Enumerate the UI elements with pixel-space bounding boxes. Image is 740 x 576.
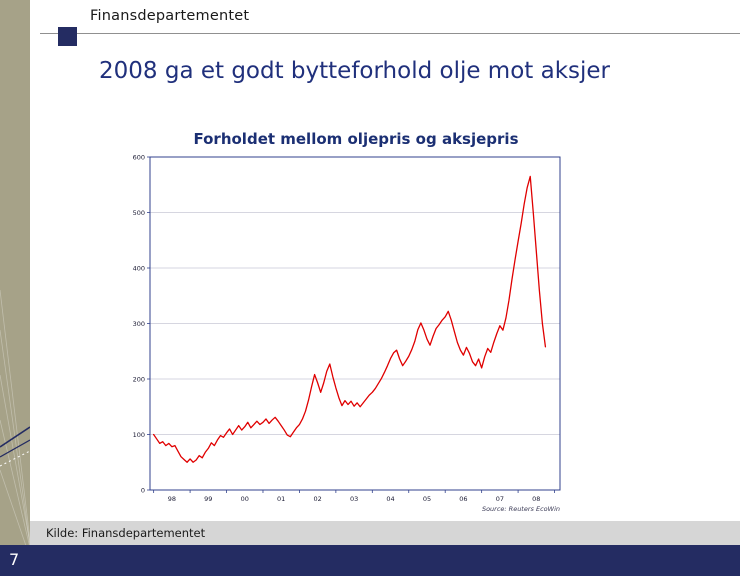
ministry-name: Finansdepartementet: [90, 8, 250, 24]
source-strip: Kilde: Finansdepartementet: [30, 521, 740, 545]
svg-text:02: 02: [314, 495, 322, 503]
source-note: Kilde: Finansdepartementet: [46, 526, 206, 540]
svg-text:99: 99: [204, 495, 212, 503]
svg-text:200: 200: [133, 375, 145, 383]
svg-text:00: 00: [241, 495, 249, 503]
svg-text:04: 04: [386, 495, 394, 503]
header-divider: [40, 33, 740, 34]
side-band-decoration: [0, 289, 30, 545]
svg-text:01: 01: [277, 495, 285, 503]
svg-text:600: 600: [133, 153, 145, 161]
slide-title: 2008 ga et godt bytteforhold olje mot ak…: [99, 58, 611, 84]
page-number: 7: [9, 550, 20, 569]
svg-text:06: 06: [459, 495, 467, 503]
svg-text:400: 400: [133, 264, 145, 272]
svg-text:08: 08: [532, 495, 540, 503]
svg-text:500: 500: [133, 209, 145, 217]
svg-text:300: 300: [133, 320, 145, 328]
svg-text:100: 100: [133, 431, 145, 439]
footer-bar: 7: [0, 545, 740, 576]
chart-svg: 0 100 200 300 400 500 600 98 99 00 01 02 03 04 05 06 07 0…: [133, 153, 561, 513]
svg-text:07: 07: [496, 495, 504, 503]
svg-text:Source: Reuters EcoWin: Source: Reuters EcoWin: [482, 505, 560, 513]
svg-text:03: 03: [350, 495, 358, 503]
svg-text:0: 0: [141, 486, 145, 494]
side-band: [0, 0, 30, 545]
svg-text:05: 05: [423, 495, 431, 503]
chart-title: Forholdet mellom oljepris og aksjepris: [193, 130, 519, 148]
ministry-logo-square: [58, 27, 77, 46]
svg-text:98: 98: [168, 495, 176, 503]
